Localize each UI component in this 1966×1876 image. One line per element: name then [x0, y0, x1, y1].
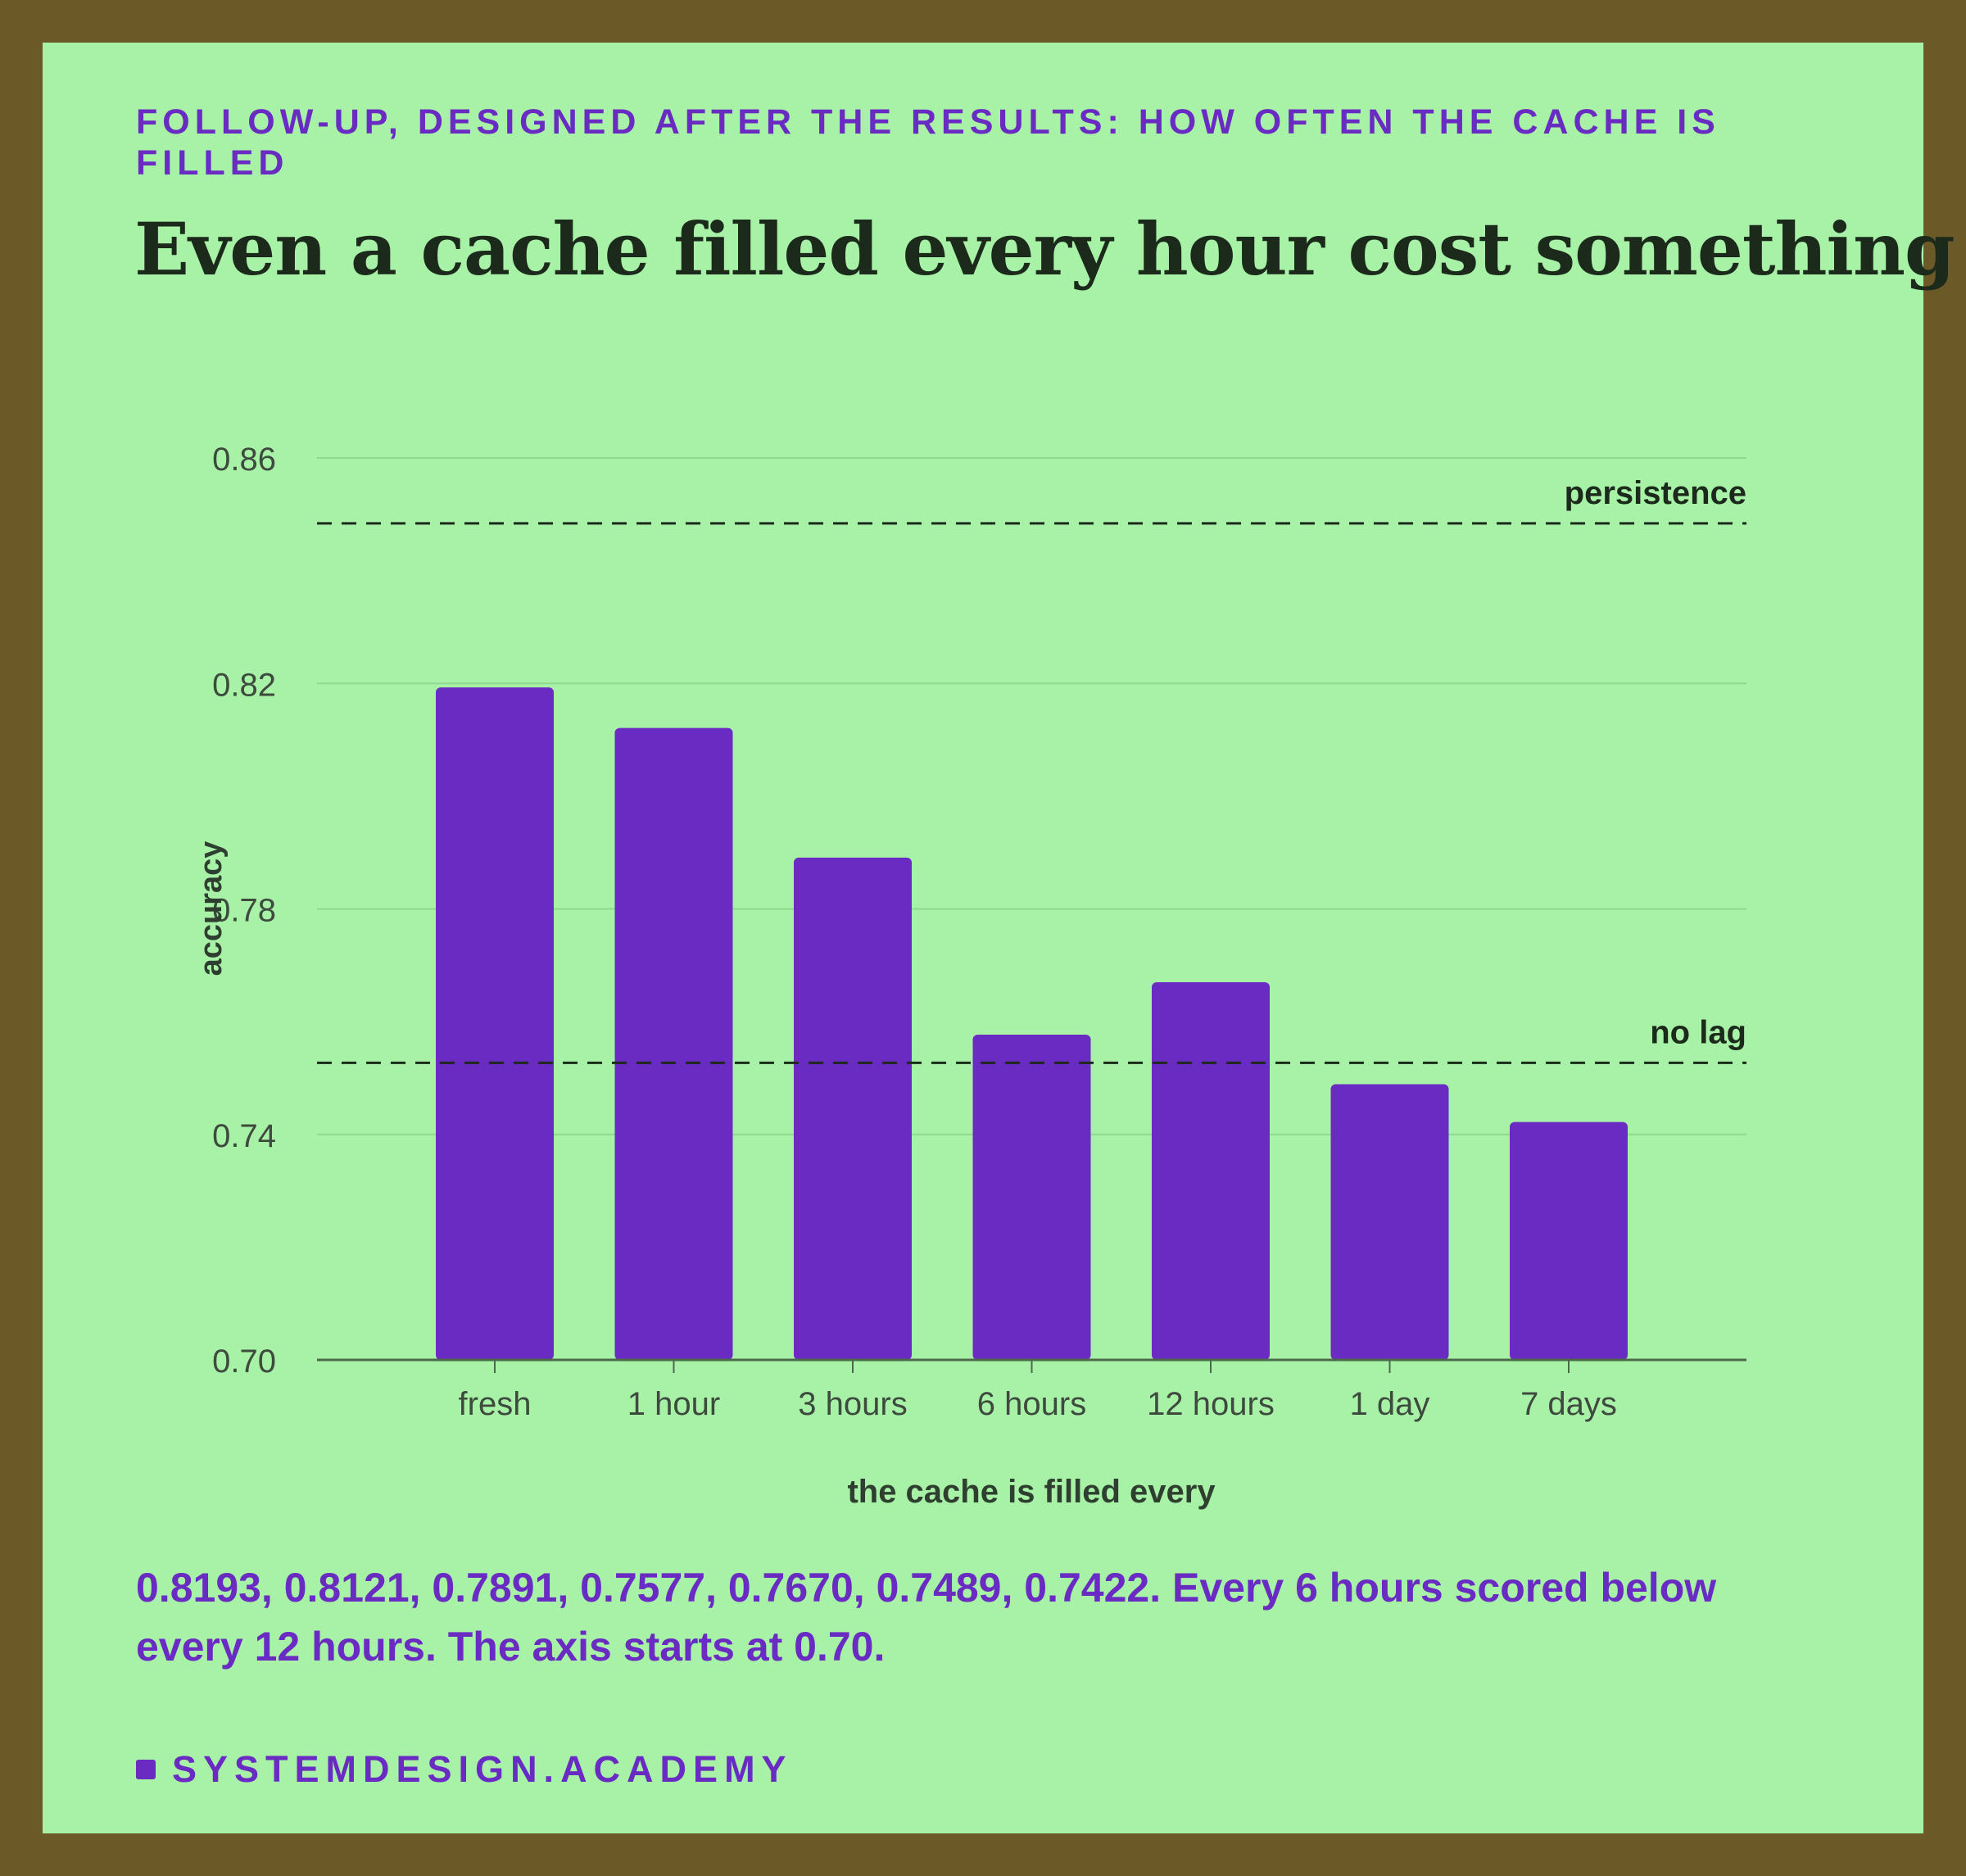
brand-square-icon: [136, 1760, 156, 1779]
bars: [436, 687, 1628, 1360]
y-tick-label: 0.74: [212, 1118, 276, 1154]
bar: [794, 857, 912, 1360]
chart-card: FOLLOW-UP, DESIGNED AFTER THE RESULTS: H…: [43, 43, 1955, 1833]
x-tick-label: 7 days: [1520, 1386, 1617, 1422]
y-tick-label: 0.78: [212, 893, 276, 929]
bar: [972, 1034, 1091, 1360]
bar: [614, 727, 733, 1360]
bar: [436, 687, 554, 1360]
x-tick-label: 1 day: [1350, 1386, 1430, 1422]
bar: [1152, 981, 1270, 1360]
x-tick-label: 1 hour: [627, 1386, 720, 1422]
reference-line-label: no lag: [1650, 1014, 1746, 1050]
y-axis-label: accuracy: [194, 841, 229, 977]
x-axis-label: the cache is filled every: [847, 1474, 1216, 1510]
chart-note: 0.8193, 0.8121, 0.7891, 0.7577, 0.7670, …: [136, 1565, 1717, 1670]
x-tick-label: fresh: [459, 1386, 532, 1422]
reference-lines: persistence no lag: [317, 475, 1746, 1064]
bar: [1330, 1084, 1449, 1360]
brand-name: SYSTEMDESIGN.ACADEMY: [172, 1748, 793, 1790]
y-tick-label: 0.86: [212, 442, 276, 478]
y-tick-labels: 0.70 0.74 0.78 0.82 0.86: [212, 442, 276, 1380]
brand: SYSTEMDESIGN.ACADEMY: [136, 1748, 793, 1791]
kicker: FOLLOW-UP, DESIGNED AFTER THE RESULTS: H…: [136, 102, 1720, 183]
x-tick-label: 3 hours: [798, 1386, 907, 1422]
x-tick-labels: fresh 1 hour 3 hours 6 hours 12 hours 1 day 7 …: [459, 1360, 1617, 1422]
y-tick-label: 0.82: [212, 667, 276, 703]
x-tick-label: 6 hours: [977, 1386, 1086, 1422]
chart-title: Even a cache filled every hour cost some…: [134, 206, 1955, 292]
y-tick-label: 0.70: [212, 1344, 276, 1380]
bar: [1510, 1122, 1628, 1360]
x-tick-label: 12 hours: [1147, 1386, 1275, 1422]
reference-line-label: persistence: [1565, 475, 1746, 511]
bar-chart: persistence no lag 0.70 0.74 0.78 0.82 0.86 f…: [194, 442, 1746, 1510]
